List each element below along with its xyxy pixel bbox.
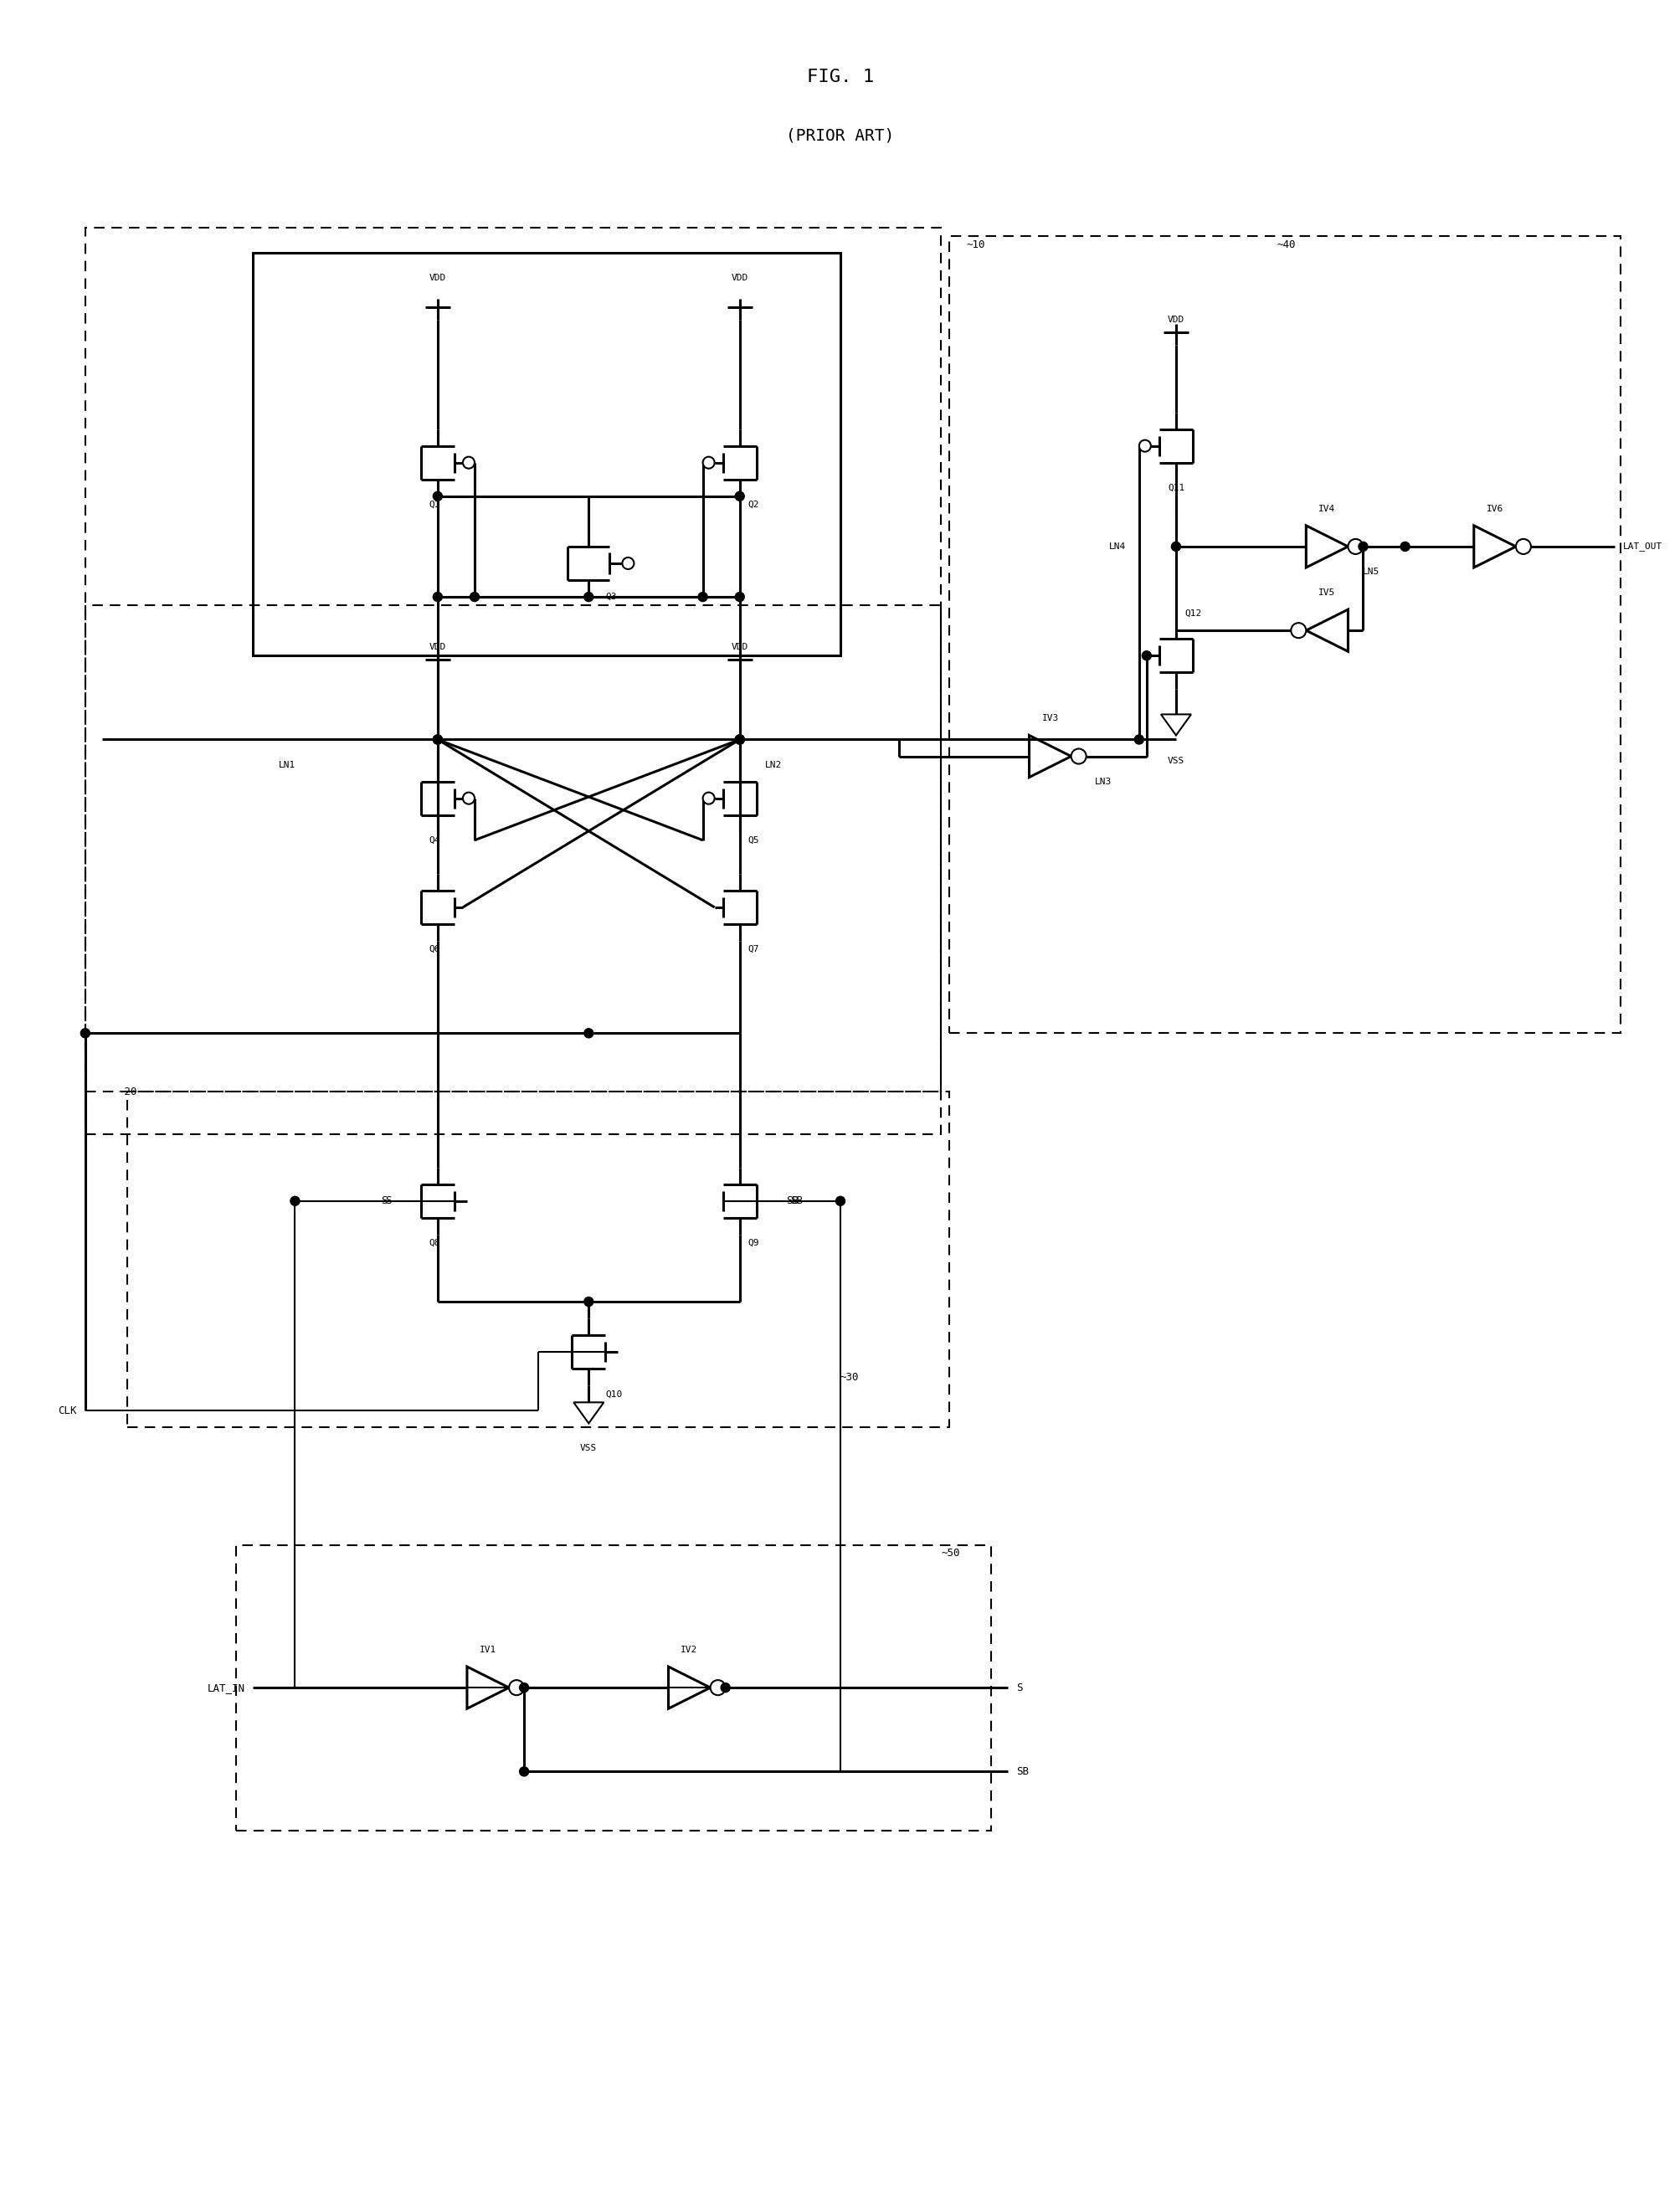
Circle shape [433,592,442,601]
Text: CLK: CLK [59,1405,77,1416]
Text: LAT_OUT: LAT_OUT [1623,541,1662,550]
Circle shape [1141,652,1151,660]
Text: LN5: LN5 [1362,568,1379,577]
Circle shape [835,1197,845,1206]
Circle shape [1139,440,1151,451]
Text: Q8: Q8 [428,1239,440,1248]
Text: Q9: Q9 [748,1239,759,1248]
Circle shape [734,736,744,744]
Bar [254,252,840,656]
Text: IV1: IV1 [479,1646,496,1655]
Text: FIG. 1: FIG. 1 [806,68,874,86]
Text: Q7: Q7 [748,945,759,954]
Circle shape [462,793,474,804]
Circle shape [583,1297,593,1306]
Circle shape [1515,539,1530,554]
Bar [237,1544,991,1831]
Circle shape [1290,623,1305,638]
Circle shape [583,1029,593,1038]
Text: S: S [1016,1683,1023,1692]
Text: S: S [381,1195,386,1206]
Circle shape [433,736,442,744]
Circle shape [734,736,744,744]
Circle shape [519,1767,529,1776]
Text: ~30: ~30 [840,1372,858,1383]
Circle shape [1070,749,1085,764]
Text: Q6: Q6 [428,945,440,954]
Text: Q4: Q4 [428,835,440,844]
Circle shape [702,793,714,804]
Circle shape [734,736,744,744]
Text: Q5: Q5 [748,835,759,844]
Text: VSS: VSS [1168,755,1184,764]
Text: IV2: IV2 [680,1646,697,1655]
Text: VDD: VDD [428,274,445,283]
Circle shape [470,592,479,601]
Text: SB: SB [786,1195,798,1206]
Text: ~40: ~40 [1277,239,1295,250]
Circle shape [721,1683,729,1692]
Text: Q2: Q2 [748,501,759,508]
Text: LN4: LN4 [1109,543,1126,550]
Text: S: S [385,1195,391,1206]
Text: LAT_IN: LAT_IN [207,1683,245,1692]
Text: IV5: IV5 [1317,588,1336,596]
Text: LN1: LN1 [279,760,296,769]
Text: VDD: VDD [428,643,445,652]
Bar [86,605,941,1091]
Text: SB: SB [1016,1767,1028,1776]
Circle shape [1134,736,1142,744]
Bar [128,1091,949,1427]
Text: VDD: VDD [731,274,748,283]
Circle shape [81,1029,89,1038]
Circle shape [1347,539,1362,554]
Circle shape [697,592,707,601]
Text: Q12: Q12 [1184,610,1201,619]
Circle shape [509,1681,524,1694]
Text: VDD: VDD [731,643,748,652]
Circle shape [622,557,633,570]
Text: LN3: LN3 [1094,778,1110,786]
Text: Q10: Q10 [605,1389,622,1398]
Circle shape [702,457,714,468]
Text: Q11: Q11 [1168,484,1184,493]
Circle shape [1171,541,1179,552]
Circle shape [711,1681,726,1694]
Text: Q3: Q3 [605,592,617,601]
Text: IV4: IV4 [1317,504,1336,512]
Text: SB: SB [790,1195,803,1206]
Text: (PRIOR ART): (PRIOR ART) [786,128,894,144]
Circle shape [1357,541,1368,552]
Circle shape [433,493,442,501]
Circle shape [291,1197,299,1206]
Text: IV6: IV6 [1485,504,1502,512]
Circle shape [462,457,474,468]
Circle shape [583,592,593,601]
Bar [949,236,1620,1034]
Text: ~50: ~50 [941,1549,959,1560]
Circle shape [734,493,744,501]
Circle shape [1399,541,1410,552]
Text: ~10: ~10 [966,239,984,250]
Bar [86,228,941,1133]
Circle shape [433,736,442,744]
Circle shape [519,1683,529,1692]
Circle shape [734,592,744,601]
Text: VSS: VSS [580,1445,596,1454]
Text: Q1: Q1 [428,501,440,508]
Text: ~20: ~20 [119,1087,138,1098]
Text: IV3: IV3 [1042,714,1058,722]
Text: LN2: LN2 [764,760,781,769]
Text: VDD: VDD [1168,316,1184,325]
